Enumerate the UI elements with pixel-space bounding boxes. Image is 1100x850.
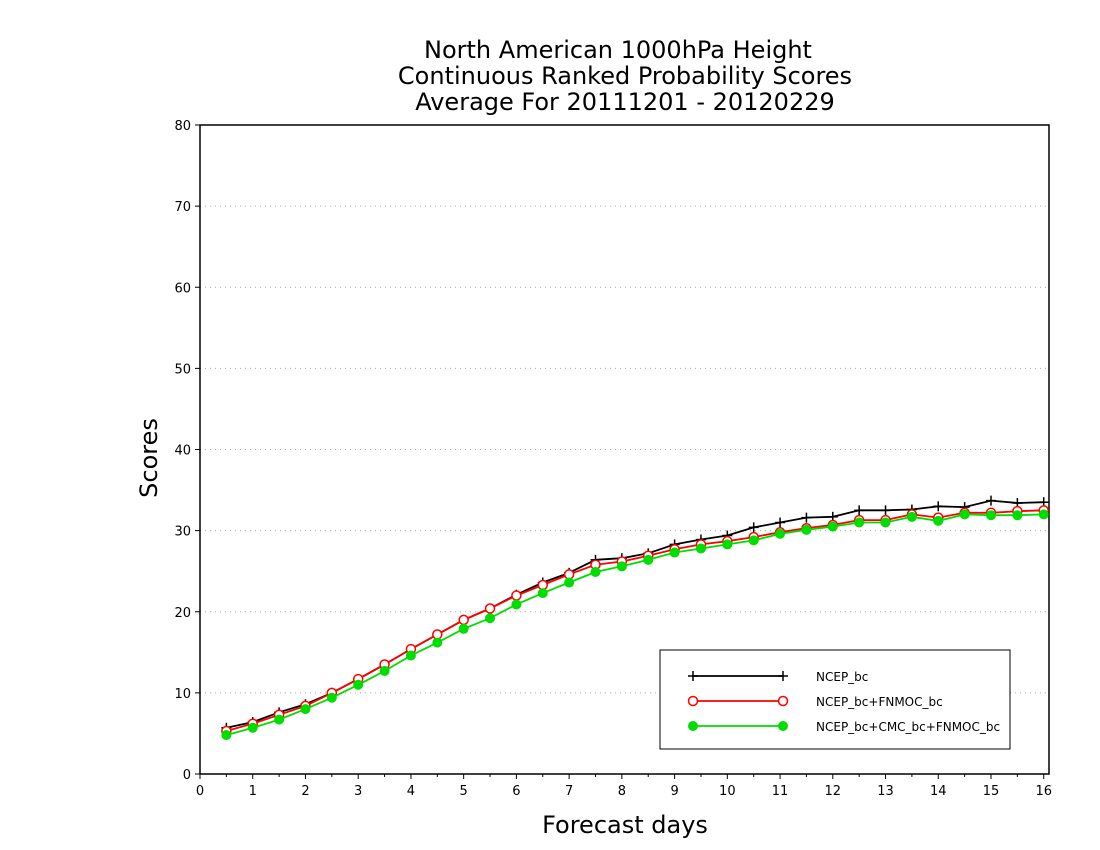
x-tick-label: 10: [719, 784, 736, 799]
legend-marker: [778, 671, 788, 681]
data-point: [722, 539, 733, 550]
data-point: [880, 517, 891, 528]
data-point: [695, 543, 706, 554]
data-point: [564, 577, 575, 588]
x-tick-label: 12: [825, 784, 842, 799]
data-point: [458, 614, 469, 626]
data-point: [801, 524, 812, 535]
series: [221, 495, 1049, 741]
data-point: [959, 509, 970, 520]
x-tick-label: 6: [512, 784, 520, 799]
data-point: [933, 501, 944, 512]
data-point: [775, 528, 786, 539]
legend-label: NCEP_bc+CMC_bc+FNMOC_bc: [816, 720, 1000, 734]
legend-marker: [688, 721, 698, 731]
data-point: [221, 730, 232, 741]
y-tick-label: 0: [183, 768, 191, 783]
y-tick-label: 80: [174, 119, 191, 134]
data-point: [590, 566, 601, 577]
data-point: [511, 590, 522, 601]
x-tick-label: 8: [618, 784, 626, 799]
y-axis-label: Scores: [135, 418, 163, 498]
legend-marker: [777, 695, 789, 707]
y-tick-label: 10: [174, 687, 191, 702]
data-point: [458, 623, 469, 634]
data-point: [669, 547, 680, 558]
data-point: [985, 510, 996, 521]
x-tick-label: 7: [565, 784, 573, 799]
x-tick-label: 14: [930, 784, 947, 799]
x-tick-label: 11: [772, 784, 789, 799]
data-point: [854, 505, 865, 516]
data-point: [353, 679, 364, 690]
y-tick-label: 60: [174, 281, 191, 296]
data-point: [484, 603, 496, 614]
series-3: [221, 509, 1049, 741]
data-point: [801, 512, 812, 523]
x-axis-label: Forecast days: [542, 811, 708, 839]
legend-label: NCEP_bc: [816, 670, 868, 684]
x-tick-label: 9: [670, 784, 678, 799]
data-point: [827, 521, 838, 532]
data-point: [643, 554, 654, 565]
legend: NCEP_bc NCEP_bc+FNMOC_bc NCEP_bc+CMC_bc+FN…: [659, 649, 1011, 750]
x-tick-label: 0: [196, 784, 204, 799]
data-point: [748, 522, 759, 533]
data-point: [300, 704, 311, 715]
data-point: [274, 714, 285, 725]
data-point: [405, 650, 416, 661]
data-point: [537, 588, 548, 599]
x-tick-label: 16: [1035, 784, 1052, 799]
x-tick-label: 13: [877, 784, 894, 799]
data-point: [511, 599, 522, 610]
data-point: [1012, 510, 1023, 521]
data-point: [379, 665, 390, 676]
x-tick-label: 2: [301, 784, 309, 799]
data-point: [616, 561, 627, 572]
legend-entry: NCEP_bc+FNMOC_bc: [687, 695, 943, 709]
title-line-2: Continuous Ranked Probability Scores: [398, 62, 852, 90]
legend-marker: [778, 721, 788, 731]
x-tick-label: 3: [354, 784, 362, 799]
data-point: [775, 517, 786, 528]
y-tick-label: 70: [174, 200, 191, 215]
data-point: [854, 517, 865, 528]
data-point: [1038, 509, 1049, 520]
x-tick-label: 15: [983, 784, 1000, 799]
data-point: [432, 637, 443, 648]
title-line-3: Average For 20111201 - 20120229: [415, 88, 835, 116]
grid: [200, 205, 1049, 694]
data-point: [985, 495, 996, 506]
legend-marker: [688, 671, 698, 681]
legend-entry: NCEP_bc+CMC_bc+FNMOC_bc: [688, 720, 1000, 734]
data-point: [326, 692, 337, 703]
data-point: [880, 505, 891, 516]
y-tick-label: 20: [174, 606, 191, 621]
data-point: [933, 515, 944, 526]
x-tick-label: 4: [407, 784, 415, 799]
legend-label: NCEP_bc+FNMOC_bc: [816, 695, 943, 709]
title-line-1: North American 1000hPa Height: [424, 36, 812, 64]
data-point: [247, 722, 258, 733]
legend-box: [659, 649, 1011, 750]
y-tick-label: 50: [174, 362, 191, 377]
x-tick-label: 5: [460, 784, 468, 799]
data-point: [906, 511, 917, 522]
x-tick-label: 1: [249, 784, 257, 799]
data-point: [485, 613, 496, 624]
data-point: [748, 535, 759, 546]
legend-entry: NCEP_bc: [688, 670, 868, 684]
y-tick-label: 40: [174, 444, 191, 459]
legend-marker: [687, 695, 699, 707]
y-tick-label: 30: [174, 525, 191, 540]
chart-title: North American 1000hPa Height Continuous…: [398, 36, 852, 116]
